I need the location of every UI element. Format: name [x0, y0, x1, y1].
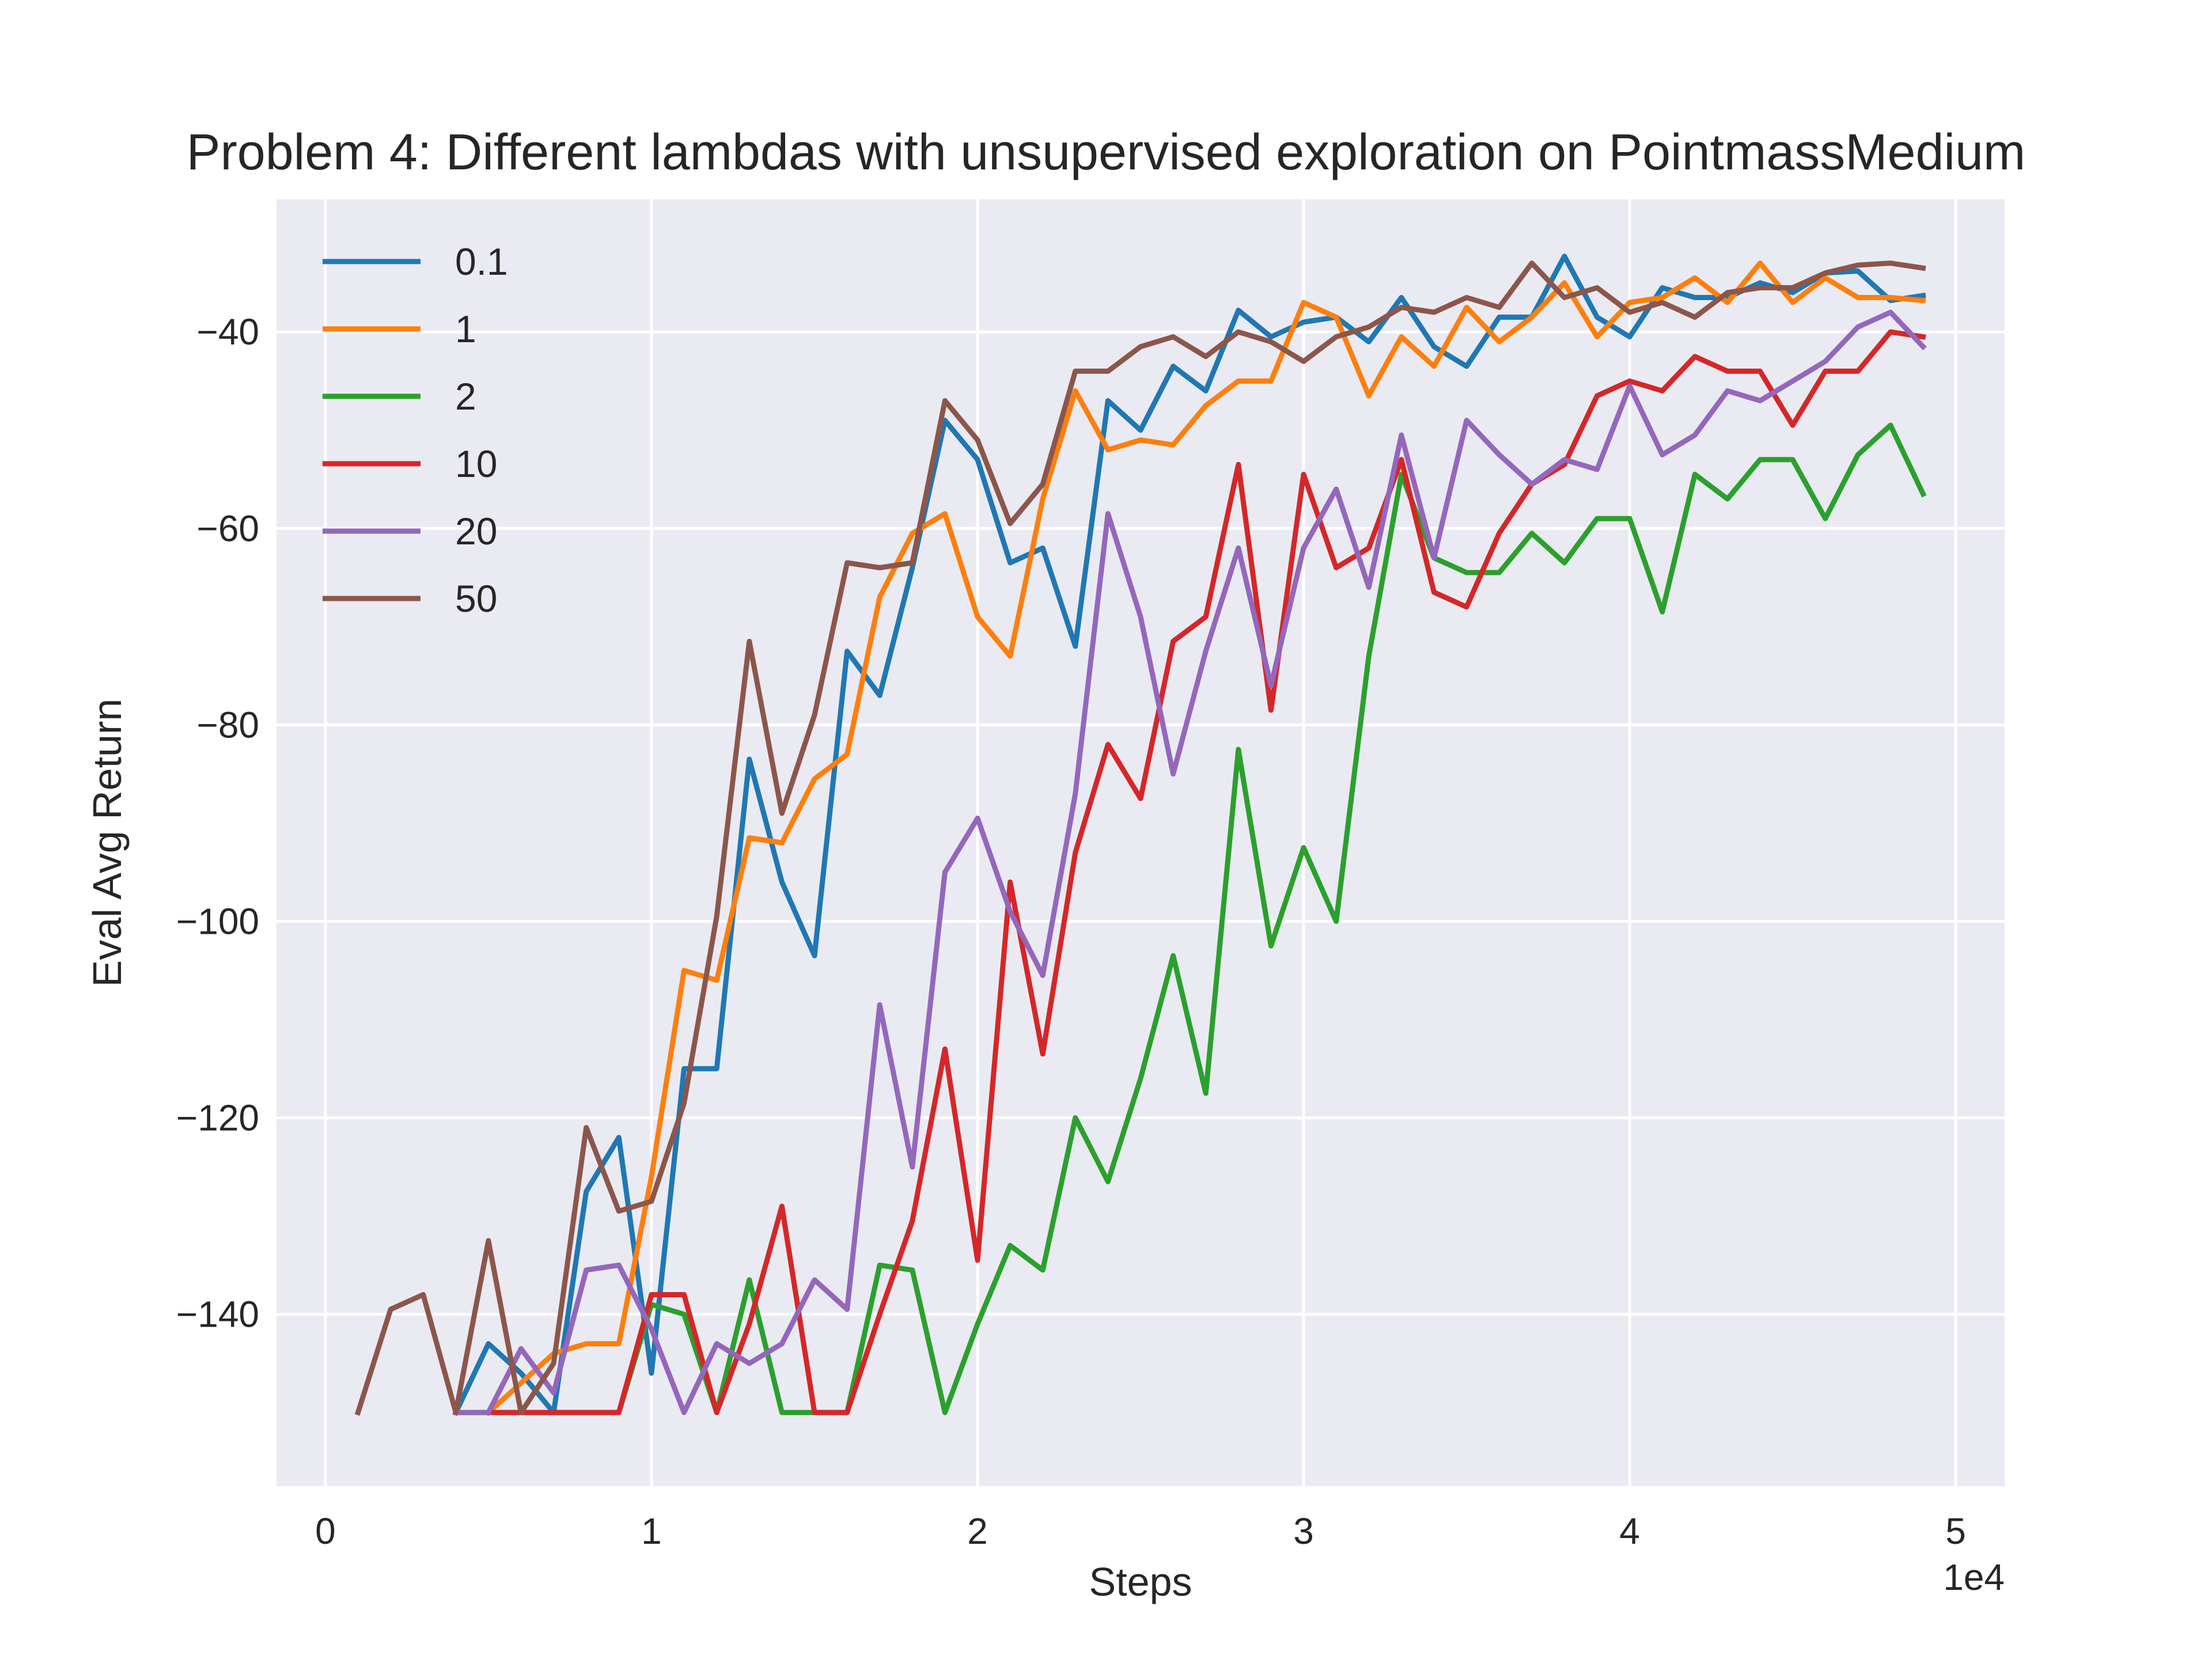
- y-axis-label: Eval Avg Return: [85, 699, 130, 987]
- y-tick-label: −120: [176, 1097, 259, 1138]
- series-line-4: [453, 309, 1927, 1415]
- legend-label-1: 1: [455, 308, 476, 350]
- legend-label-2: 2: [455, 375, 476, 418]
- x-tick-label: 1: [641, 1510, 662, 1552]
- legend-label-0: 0.1: [455, 240, 508, 283]
- y-tick-label: −60: [196, 507, 259, 549]
- x-tick-label: 0: [315, 1510, 336, 1552]
- y-tick-label: −40: [196, 311, 259, 353]
- series-line-1: [484, 260, 1926, 1416]
- legend-label-5: 50: [455, 577, 497, 620]
- chart-title: Problem 4: Different lambdas with unsupe…: [187, 123, 2025, 180]
- plot-area: [276, 199, 2005, 1486]
- series-line-5: [354, 260, 1926, 1416]
- series-line-3: [486, 329, 1926, 1415]
- y-axis-ticks: −140 −120 −100 −80 −60 −40: [176, 311, 259, 1335]
- y-tick-label: −140: [176, 1294, 259, 1335]
- x-tick-label: 3: [1293, 1510, 1314, 1552]
- x-axis-offset-label: 1e4: [1943, 1556, 2005, 1598]
- x-axis-ticks: 0 1 2 3 4 5: [315, 1510, 1966, 1552]
- x-tick-label: 4: [1619, 1510, 1640, 1552]
- legend: 0.1 1 2 10 20 50: [323, 240, 508, 620]
- y-tick-label: −80: [196, 704, 259, 745]
- series-lines: [354, 253, 1927, 1416]
- legend-label-3: 10: [455, 442, 497, 485]
- y-tick-label: −100: [176, 900, 259, 942]
- legend-label-4: 20: [455, 510, 497, 552]
- x-tick-label: 5: [1945, 1510, 1966, 1552]
- series-line-2: [453, 422, 1927, 1415]
- x-tick-label: 2: [967, 1510, 988, 1552]
- x-axis-label: Steps: [1089, 1559, 1192, 1604]
- grid: [276, 199, 2005, 1486]
- series-line-0: [452, 253, 1926, 1416]
